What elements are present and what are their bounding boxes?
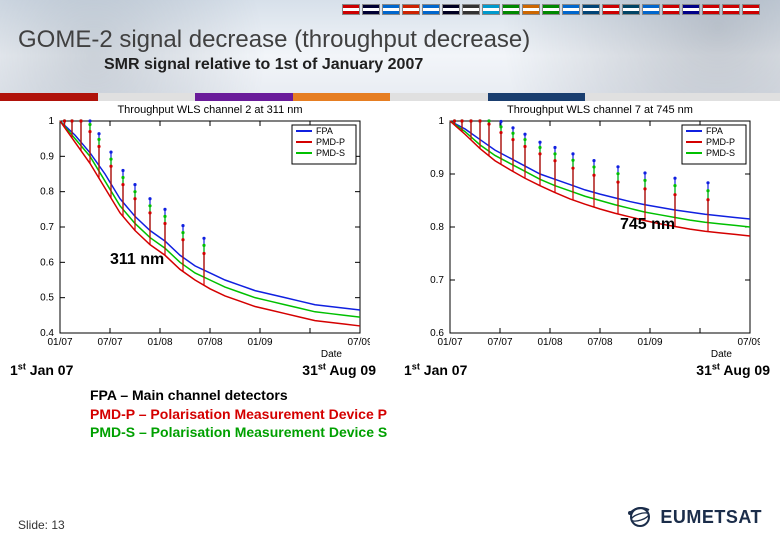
throughput-chart-745nm: Throughput WLS channel 7 at 745 nm0.60.7…: [410, 101, 760, 361]
slide-number: Slide: 13: [18, 518, 65, 532]
axis-date-left-end: 31st Aug 09: [193, 361, 390, 378]
logo-icon: [624, 502, 654, 532]
svg-text:01/08: 01/08: [537, 337, 562, 348]
footer: Slide: 13 EUMETSAT: [0, 502, 780, 532]
svg-text:07/09: 07/09: [347, 337, 370, 348]
svg-text:PMD-S: PMD-S: [706, 148, 735, 158]
svg-text:1: 1: [48, 116, 54, 127]
axis-date-right-start: 1st Jan 07: [390, 361, 587, 378]
flag-strip: [342, 4, 760, 15]
svg-text:01/07: 01/07: [47, 337, 72, 348]
banner: GOME-2 signal decrease (throughput decre…: [0, 0, 780, 95]
page-subtitle: SMR signal relative to 1st of January 20…: [104, 56, 423, 74]
flag-icon: [742, 4, 760, 15]
flag-icon: [422, 4, 440, 15]
svg-text:0.7: 0.7: [430, 275, 444, 286]
svg-text:0.7: 0.7: [40, 222, 54, 233]
flag-icon: [542, 4, 560, 15]
svg-text:07/08: 07/08: [587, 337, 612, 348]
svg-text:PMD-S: PMD-S: [316, 148, 345, 158]
logo-text: EUMETSAT: [660, 507, 762, 528]
flag-icon: [642, 4, 660, 15]
flag-icon: [402, 4, 420, 15]
desc-fpa: FPA – Main channel detectors: [90, 386, 780, 405]
svg-text:FPA: FPA: [706, 126, 723, 136]
svg-text:Throughput WLS channel 7 at 74: Throughput WLS channel 7 at 745 nm: [507, 104, 693, 116]
slide: GOME-2 signal decrease (throughput decre…: [0, 0, 780, 540]
wavelength-label-311: 311 nm: [110, 251, 164, 269]
svg-text:Date: Date: [711, 349, 733, 360]
svg-text:07/07: 07/07: [97, 337, 122, 348]
throughput-chart-311nm: Throughput WLS channel 2 at 311 nm0.40.5…: [20, 101, 370, 361]
svg-text:0.8: 0.8: [40, 187, 54, 198]
svg-text:0.6: 0.6: [40, 257, 54, 268]
flag-icon: [462, 4, 480, 15]
eumetsat-logo: EUMETSAT: [624, 502, 762, 532]
flag-icon: [562, 4, 580, 15]
chart-row: Throughput WLS channel 2 at 311 nm0.40.5…: [0, 95, 780, 361]
flag-icon: [482, 4, 500, 15]
svg-text:FPA: FPA: [316, 126, 333, 136]
flag-icon: [662, 4, 680, 15]
flag-icon: [362, 4, 380, 15]
svg-text:0.5: 0.5: [40, 293, 54, 304]
chart-right-wrap: Throughput WLS channel 7 at 745 nm0.60.7…: [410, 101, 760, 361]
svg-text:0.9: 0.9: [40, 151, 54, 162]
svg-text:01/07: 01/07: [437, 337, 462, 348]
svg-text:07/07: 07/07: [487, 337, 512, 348]
flag-icon: [502, 4, 520, 15]
axis-date-labels: 1st Jan 07 31st Aug 09 1st Jan 07 31st A…: [0, 361, 780, 378]
svg-text:0.9: 0.9: [430, 169, 444, 180]
chart-left-wrap: Throughput WLS channel 2 at 311 nm0.40.5…: [20, 101, 370, 361]
flag-icon: [682, 4, 700, 15]
flag-icon: [522, 4, 540, 15]
svg-text:PMD-P: PMD-P: [316, 137, 345, 147]
axis-date-left-start: 1st Jan 07: [6, 361, 193, 378]
page-title: GOME-2 signal decrease (throughput decre…: [18, 26, 530, 54]
flag-icon: [702, 4, 720, 15]
flag-icon: [442, 4, 460, 15]
svg-text:01/09: 01/09: [247, 337, 272, 348]
svg-text:1: 1: [438, 116, 444, 127]
svg-text:01/09: 01/09: [637, 337, 662, 348]
wavelength-label-745: 745 nm: [620, 216, 675, 234]
desc-pmd-p: PMD-P – Polarisation Measurement Device …: [90, 405, 780, 424]
svg-text:Throughput WLS channel 2 at 31: Throughput WLS channel 2 at 311 nm: [117, 104, 302, 116]
svg-text:Date: Date: [321, 349, 343, 360]
legend-description: FPA – Main channel detectors PMD-P – Pol…: [90, 386, 780, 443]
svg-text:PMD-P: PMD-P: [706, 137, 735, 147]
flag-icon: [622, 4, 640, 15]
svg-text:07/09: 07/09: [737, 337, 760, 348]
svg-text:01/08: 01/08: [147, 337, 172, 348]
svg-text:0.8: 0.8: [430, 222, 444, 233]
flag-icon: [602, 4, 620, 15]
color-bar: [0, 93, 780, 101]
flag-icon: [382, 4, 400, 15]
svg-text:07/08: 07/08: [197, 337, 222, 348]
desc-pmd-s: PMD-S – Polarisation Measurement Device …: [90, 423, 780, 442]
flag-icon: [582, 4, 600, 15]
axis-date-right-end: 31st Aug 09: [587, 361, 774, 378]
flag-icon: [342, 4, 360, 15]
flag-icon: [722, 4, 740, 15]
